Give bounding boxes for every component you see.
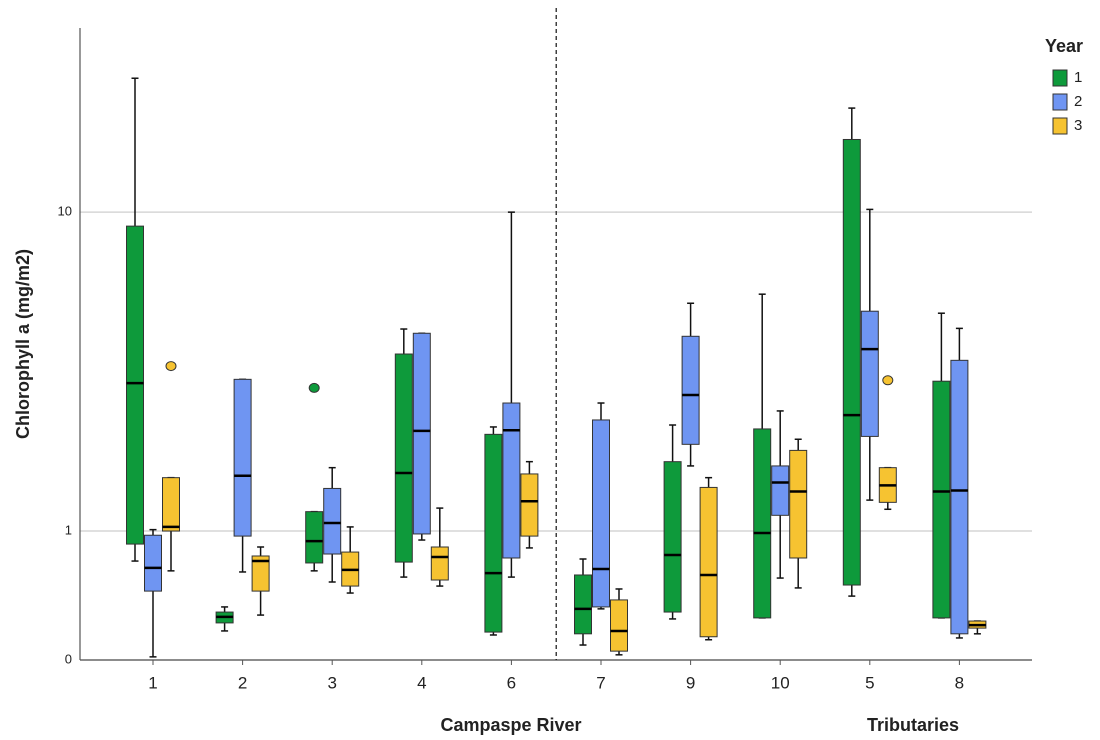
y-tick-label: 10 <box>58 204 72 219</box>
box <box>412 332 431 535</box>
box <box>233 378 252 537</box>
legend-label: 2 <box>1074 93 1082 110</box>
outlier <box>165 361 177 372</box>
y-tick-label: 0 <box>65 651 72 666</box>
box <box>430 546 449 581</box>
y-axis-label: Chlorophyll a (mg/m2) <box>13 249 33 439</box>
outlier <box>308 382 320 393</box>
box <box>520 473 539 537</box>
legend-swatch <box>1052 93 1068 111</box>
legend-title: Year <box>1045 36 1083 56</box>
box <box>699 486 718 638</box>
box <box>323 487 342 555</box>
legend-swatch <box>1052 69 1068 87</box>
box <box>753 428 772 619</box>
box <box>789 449 808 559</box>
legend-swatch <box>1052 117 1068 135</box>
box <box>771 465 790 516</box>
x-tick-label: 5 <box>865 673 874 692</box>
legend-label: 1 <box>1074 69 1082 86</box>
box <box>574 574 592 635</box>
box <box>932 380 951 619</box>
box <box>162 477 180 532</box>
box <box>681 335 700 445</box>
box <box>842 138 861 586</box>
x-tick-label: 1 <box>148 673 157 692</box>
box <box>502 402 521 559</box>
x-tick-label: 10 <box>771 673 790 692</box>
box <box>610 599 628 652</box>
box <box>251 555 270 592</box>
box <box>592 419 610 608</box>
box <box>305 511 324 564</box>
y-tick-label: 1 <box>65 522 72 537</box>
group-label: Campaspe River <box>440 715 581 735</box>
x-tick-label: 4 <box>417 673 426 692</box>
box <box>394 353 413 563</box>
x-tick-label: 3 <box>327 673 336 692</box>
legend-label: 3 <box>1074 117 1082 134</box>
x-tick-label: 9 <box>686 673 695 692</box>
outlier <box>882 375 894 386</box>
box <box>663 461 682 613</box>
group-label: Tributaries <box>867 715 959 735</box>
box <box>126 225 144 545</box>
box <box>144 534 162 592</box>
box <box>860 310 879 437</box>
box <box>484 433 503 633</box>
x-tick-label: 2 <box>238 673 247 692</box>
x-tick-label: 8 <box>955 673 964 692</box>
x-tick-label: 7 <box>596 673 605 692</box>
x-tick-label: 6 <box>507 673 516 692</box>
box <box>950 359 969 635</box>
